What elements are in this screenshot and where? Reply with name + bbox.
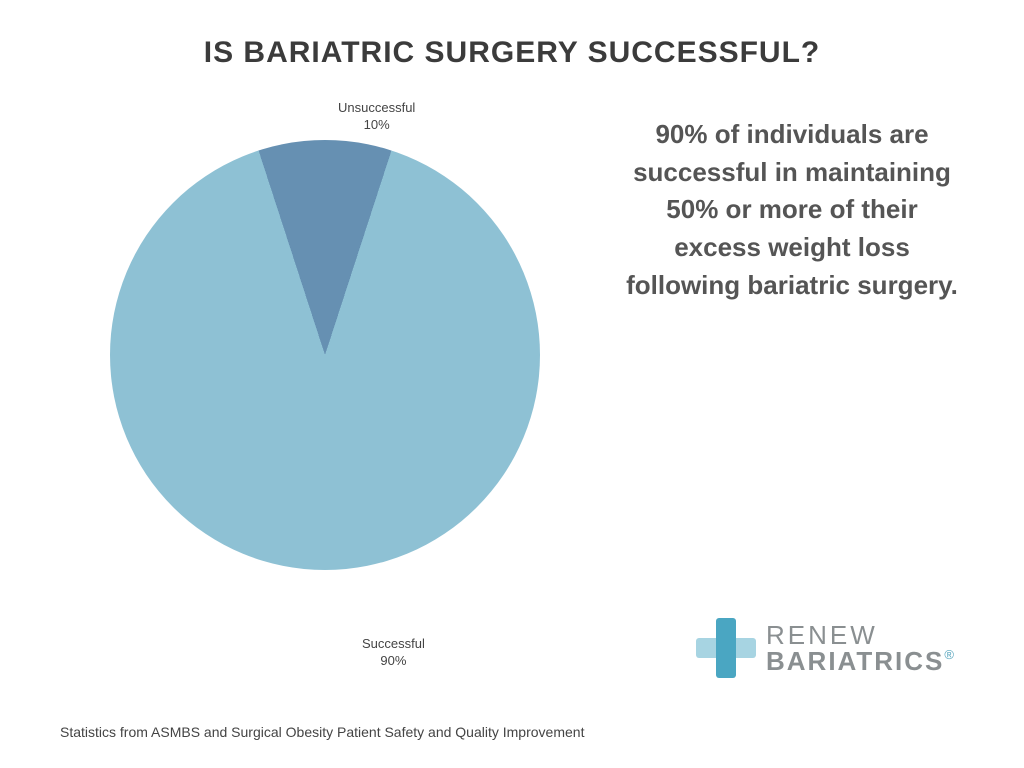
content-row: Unsuccessful 10% Successful 90% 90% of i… bbox=[0, 70, 1024, 570]
registered-icon: ® bbox=[944, 647, 954, 662]
logo-line2: BARIATRICS bbox=[766, 646, 944, 676]
plus-icon bbox=[696, 618, 756, 678]
slice-label-unsuccessful: Unsuccessful 10% bbox=[338, 100, 415, 134]
logo-text: RENEW BARIATRICS® bbox=[766, 622, 954, 674]
text-column: 90% of individuals are successful in mai… bbox=[590, 90, 964, 570]
footnote: Statistics from ASMBS and Surgical Obesi… bbox=[60, 724, 584, 740]
slice-name-1: Successful bbox=[362, 636, 425, 651]
chart-column: Unsuccessful 10% Successful 90% bbox=[110, 90, 590, 570]
logo-line1: RENEW bbox=[766, 622, 954, 648]
slice-name-0: Unsuccessful bbox=[338, 100, 415, 115]
page-title: IS BARIATRIC SURGERY SUCCESSFUL? bbox=[0, 0, 1024, 70]
slice-value-1: 90% bbox=[380, 653, 406, 668]
body-text: 90% of individuals are successful in mai… bbox=[620, 116, 964, 304]
brand-logo: RENEW BARIATRICS® bbox=[696, 618, 954, 678]
slice-value-0: 10% bbox=[364, 117, 390, 132]
pie-chart bbox=[110, 140, 540, 570]
slice-label-successful: Successful 90% bbox=[362, 636, 425, 670]
pie-graphic bbox=[110, 140, 540, 570]
